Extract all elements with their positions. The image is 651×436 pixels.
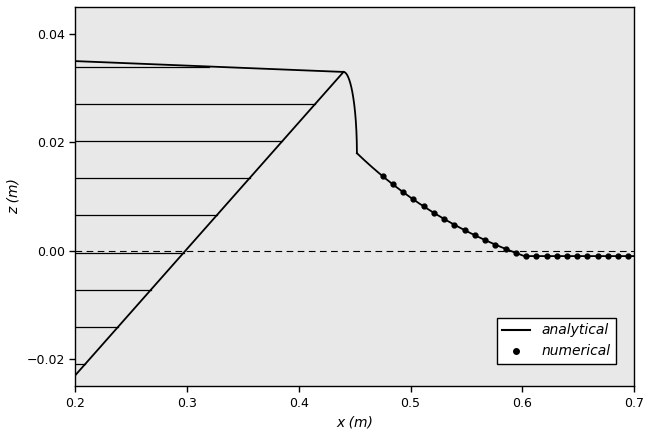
X-axis label: x (m): x (m) (336, 415, 373, 429)
Legend: analytical, numerical: analytical, numerical (497, 318, 616, 364)
Y-axis label: z (m): z (m) (7, 179, 21, 215)
